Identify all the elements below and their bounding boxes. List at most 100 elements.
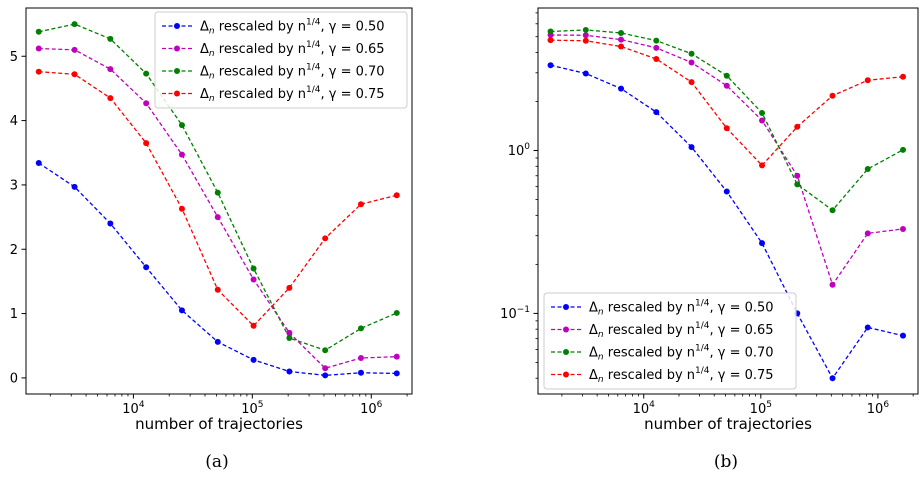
data-point (143, 70, 150, 77)
legend-entry: Δn rescaled by n1/4, γ = 0.50 (200, 18, 385, 37)
data-point (214, 338, 221, 345)
series-line (550, 39, 904, 167)
data-point (864, 166, 871, 173)
data-point (143, 100, 150, 107)
data-point (214, 214, 221, 221)
y-tick-label: 1 (10, 307, 18, 322)
y-tick-label: 3 (10, 178, 18, 193)
data-point (322, 365, 329, 372)
data-point (794, 172, 801, 179)
data-point (286, 284, 293, 291)
data-point (357, 354, 364, 361)
legend-swatch-marker (563, 304, 569, 310)
x-tick-label: 105 (750, 400, 772, 417)
data-point (286, 335, 293, 342)
data-point (618, 85, 625, 92)
data-point (547, 37, 554, 44)
data-point (688, 50, 695, 57)
data-point (357, 201, 364, 208)
legend-swatch-marker (174, 23, 180, 29)
data-point (393, 353, 400, 360)
chart-caption: (a) (205, 452, 228, 472)
series-line (550, 29, 904, 212)
data-point (71, 183, 78, 190)
data-point (322, 372, 329, 379)
data-point (35, 160, 42, 167)
x-axis-label: number of trajectories (135, 415, 303, 433)
data-point (214, 189, 221, 196)
data-point (322, 347, 329, 354)
x-axis-label: number of trajectories (644, 415, 812, 433)
y-tick-label: 100 (508, 142, 531, 159)
y-tick-label: 10−1 (500, 305, 530, 322)
data-point (618, 29, 625, 36)
data-point (178, 151, 185, 158)
data-point (900, 73, 907, 80)
plot-frame (25, 7, 413, 395)
y-tick-label: 4 (10, 114, 18, 129)
data-point (547, 62, 554, 69)
data-point (35, 45, 42, 52)
data-point (35, 68, 42, 75)
data-point (107, 220, 114, 227)
data-point (829, 207, 836, 214)
series-line (38, 23, 398, 351)
data-point (688, 79, 695, 86)
x-tick-label: 104 (633, 400, 656, 417)
data-point (143, 264, 150, 271)
data-point (547, 28, 554, 35)
legend-entry: Δn rescaled by n1/4, γ = 0.70 (589, 344, 774, 363)
x-tick-label: 106 (867, 400, 890, 417)
data-point (393, 309, 400, 316)
series-line (550, 34, 904, 287)
legend-swatch-marker (563, 371, 569, 378)
data-point (107, 66, 114, 73)
data-point (71, 71, 78, 78)
legend-swatch-marker (563, 349, 569, 355)
data-point (618, 36, 625, 43)
legend-entry: Δn rescaled by n1/4, γ = 0.75 (200, 85, 385, 104)
legend-box (154, 11, 408, 109)
data-point (71, 46, 78, 53)
data-point (688, 144, 695, 151)
data-point (582, 32, 589, 39)
data-point (35, 28, 42, 35)
data-point (723, 125, 730, 132)
data-point (178, 307, 185, 314)
data-point (250, 322, 257, 329)
x-tick-label: 105 (241, 400, 263, 417)
data-point (829, 92, 836, 99)
data-point (250, 356, 257, 363)
data-point (286, 368, 293, 375)
data-point (357, 369, 364, 376)
data-point (723, 82, 730, 89)
data-point (357, 325, 364, 332)
y-tick-label: 0 (10, 371, 18, 386)
data-point (723, 188, 730, 195)
data-point (107, 35, 114, 42)
data-point (900, 225, 907, 232)
chart-a: 104 105 106 0 1 2 3 4 5 number of trajectories (a)… (10, 7, 413, 472)
data-point (653, 37, 660, 44)
data-point (582, 26, 589, 33)
data-point (900, 146, 907, 153)
data-point (250, 276, 257, 283)
data-point (214, 286, 221, 293)
data-point (864, 324, 871, 331)
data-point (759, 162, 766, 169)
legend-box (543, 292, 797, 390)
data-point (178, 205, 185, 212)
legend-entry: Δn rescaled by n1/4, γ = 0.70 (200, 63, 385, 82)
data-point (794, 123, 801, 130)
y-tick-label: 2 (10, 243, 18, 258)
x-tick-label: 104 (122, 400, 145, 417)
data-point (653, 109, 660, 116)
legend-entry: Δn rescaled by n1/4, γ = 0.50 (589, 299, 774, 318)
data-point (393, 370, 400, 377)
legend-swatch-marker (563, 326, 569, 333)
data-point (250, 265, 257, 272)
data-point (582, 70, 589, 77)
legend-entry: Δn rescaled by n1/4, γ = 0.65 (200, 40, 385, 59)
data-point (864, 77, 871, 84)
